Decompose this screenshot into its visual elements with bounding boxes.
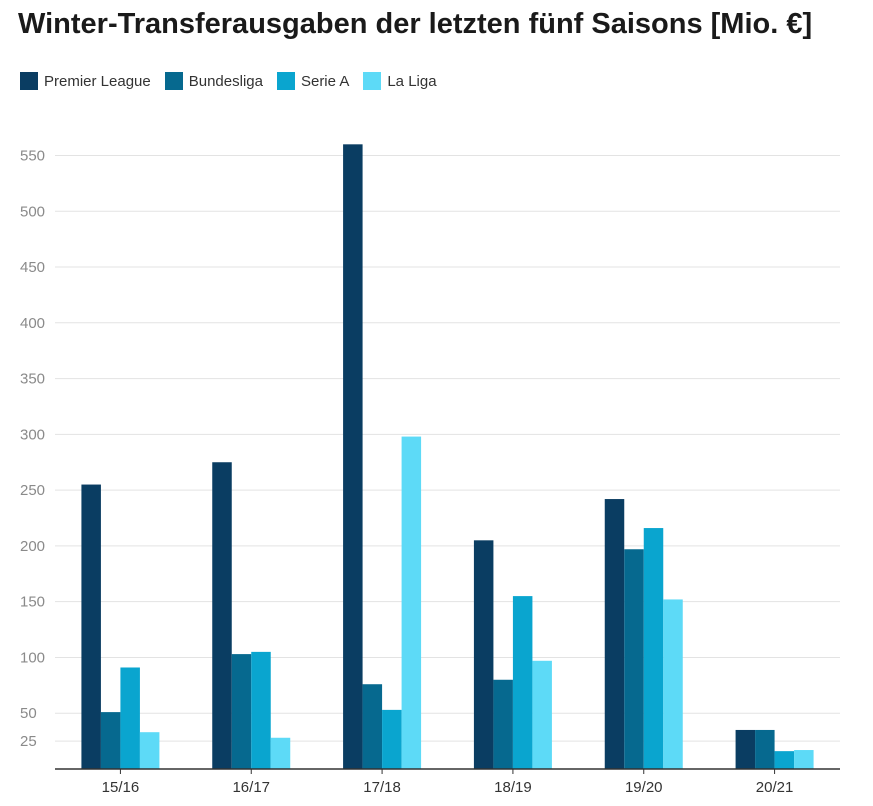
legend-swatch-bundesliga <box>164 72 183 90</box>
y-tick-label: 50 <box>20 705 37 722</box>
legend-item-bundesliga: Bundesliga <box>164 72 263 90</box>
bar <box>343 144 363 769</box>
bar <box>212 462 232 769</box>
bar <box>120 667 140 769</box>
legend-item-serie-a: Serie A <box>276 72 350 90</box>
bar <box>493 679 513 769</box>
x-tick-label: 18/19 <box>494 779 532 796</box>
legend-label-premier-league: Premier League <box>44 72 151 90</box>
legend-item-premier-league: Premier League <box>20 72 151 90</box>
y-tick-label: 500 <box>20 203 45 220</box>
x-axis-ticks: 15/16 16/17 17/18 18/19 19/20 20/21 <box>102 769 794 796</box>
legend-swatch-premier-league <box>20 72 38 90</box>
bar <box>794 750 814 769</box>
bar <box>81 484 101 769</box>
bar <box>512 596 533 769</box>
y-tick-label: 550 <box>20 147 45 164</box>
x-tick-label: 16/17 <box>232 779 270 796</box>
bar <box>401 436 422 769</box>
x-tick-label: 17/18 <box>363 779 401 796</box>
bar <box>100 712 121 769</box>
legend-swatch-la-liga <box>363 72 382 90</box>
bar <box>139 732 160 769</box>
x-tick-label: 19/20 <box>625 779 663 796</box>
legend-swatch-serie-a <box>276 72 295 90</box>
y-tick-label: 100 <box>20 649 45 666</box>
y-axis-ticks: 25 50 100 150 200 250 300 350 400 450 500 550 <box>20 147 45 750</box>
bar <box>382 709 402 769</box>
bar <box>270 737 291 769</box>
y-tick-label: 200 <box>20 538 45 555</box>
bar <box>532 660 552 769</box>
y-tick-label: 400 <box>20 315 45 332</box>
bar <box>231 654 252 769</box>
y-tick-label: 250 <box>20 482 45 499</box>
bar <box>604 499 625 769</box>
chart-title: Winter-Transferausgaben der letzten fünf… <box>18 8 813 40</box>
x-tick-label: 20/21 <box>756 779 794 796</box>
bar <box>473 540 494 769</box>
legend-item-la-liga: La Liga <box>363 72 437 90</box>
x-tick-label: 15/16 <box>102 779 140 796</box>
bar <box>663 599 683 769</box>
bar <box>735 729 756 769</box>
y-tick-label: 25 <box>20 733 37 750</box>
bar <box>643 528 664 769</box>
legend: Premier League Bundesliga Serie A La Lig… <box>20 72 437 90</box>
bars <box>81 144 814 769</box>
y-tick-label: 150 <box>20 594 45 611</box>
legend-label-la-liga: La Liga <box>387 72 437 90</box>
gridlines <box>55 154 840 742</box>
y-tick-label: 300 <box>20 426 45 443</box>
bar <box>755 729 775 769</box>
legend-label-serie-a: Serie A <box>300 72 350 90</box>
bar <box>251 651 271 769</box>
bar <box>624 549 644 769</box>
y-tick-label: 450 <box>20 259 45 276</box>
y-tick-label: 350 <box>20 371 45 388</box>
legend-label-bundesliga: Bundesliga <box>188 72 263 90</box>
bar <box>774 751 795 769</box>
bar <box>362 684 383 769</box>
